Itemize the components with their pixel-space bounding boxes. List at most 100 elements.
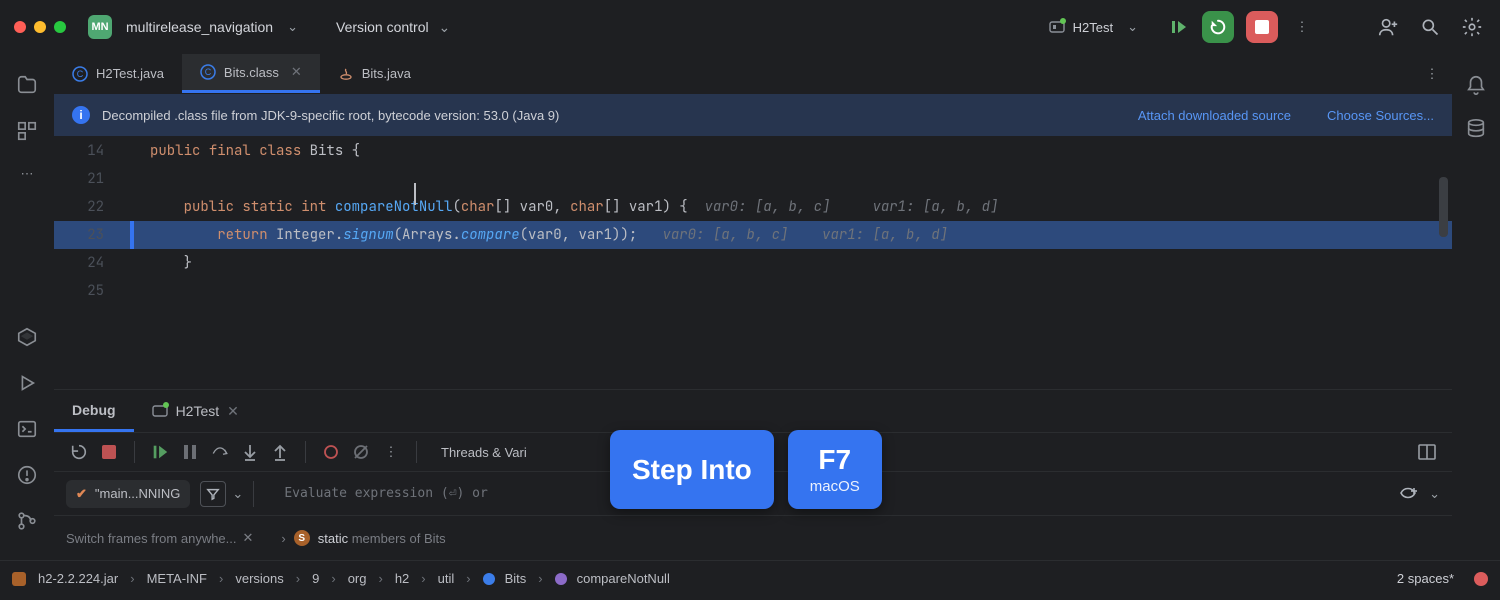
layout-icon[interactable]: [1418, 443, 1436, 461]
decompiled-notice-banner: i Decompiled .class file from JDK-9-spec…: [54, 94, 1452, 137]
close-icon[interactable]: ✕: [227, 403, 239, 420]
run-config-icon: [152, 403, 168, 419]
debug-panel-title[interactable]: Debug: [54, 390, 134, 432]
resume-icon[interactable]: [151, 443, 169, 461]
editor-tabs: C H2Test.java C Bits.class ✕ Bits.java ⋮: [54, 54, 1452, 94]
breadcrumb[interactable]: org: [348, 571, 367, 586]
right-tool-rail: [1452, 54, 1500, 560]
step-into-icon[interactable]: [241, 443, 259, 461]
evaluate-expression-input[interactable]: Evaluate expression (⏎) or: [284, 486, 488, 501]
problems-tool-icon[interactable]: [16, 464, 38, 486]
chevron-right-icon: ›: [281, 531, 285, 546]
code-editor[interactable]: 14 public final class Bits { 21 22 publi…: [54, 137, 1452, 389]
mute-breakpoints-icon[interactable]: [352, 443, 370, 461]
structure-tool-icon[interactable]: [16, 120, 38, 142]
database-tool-icon[interactable]: [1465, 118, 1487, 140]
stop-icon[interactable]: [100, 443, 118, 461]
breadcrumb[interactable]: 9: [312, 571, 319, 586]
close-tab-icon[interactable]: ✕: [291, 64, 302, 80]
resume-program-icon[interactable]: [1162, 11, 1194, 43]
notifications-icon[interactable]: [1465, 74, 1487, 96]
chevron-down-icon: ⌄: [1127, 19, 1138, 35]
project-tool-icon[interactable]: [16, 74, 38, 96]
attach-source-link[interactable]: Attach downloaded source: [1138, 108, 1291, 123]
view-breakpoints-icon[interactable]: [322, 443, 340, 461]
tab-label: Bits.java: [362, 66, 411, 81]
indent-status[interactable]: 2 spaces*: [1397, 571, 1454, 586]
notice-text: Decompiled .class file from JDK-9-specif…: [102, 108, 559, 123]
close-icon[interactable]: ✕: [243, 530, 254, 546]
thread-name: "main...NNING: [95, 486, 181, 501]
tab-label: H2Test.java: [96, 66, 164, 81]
breadcrumb[interactable]: h2-2.2.224.jar: [38, 571, 118, 586]
line-number: 23: [54, 226, 104, 244]
rerun-button[interactable]: [1202, 11, 1234, 43]
tab-h2test-java[interactable]: C H2Test.java: [54, 54, 182, 93]
shortcut-os: macOS: [810, 478, 860, 495]
editor-tabs-more-icon[interactable]: ⋮: [1412, 54, 1452, 93]
breadcrumb[interactable]: util: [438, 571, 455, 586]
debug-frames-row: Switch frames from anywhe... ✕ › S stati…: [54, 516, 1452, 560]
more-actions-icon[interactable]: ⋮: [1286, 11, 1318, 43]
stop-button[interactable]: [1246, 11, 1278, 43]
step-out-icon[interactable]: [271, 443, 289, 461]
line-number: 24: [54, 254, 104, 272]
tab-bits-java[interactable]: Bits.java: [320, 54, 429, 93]
static-members-node[interactable]: › S static members of Bits: [281, 530, 445, 546]
run-config-name: H2Test: [1073, 20, 1113, 35]
chevron-down-icon[interactable]: ⌄: [287, 19, 298, 35]
close-window-icon[interactable]: [14, 21, 26, 33]
version-control-menu[interactable]: Version control ⌄: [336, 19, 456, 36]
static-badge-icon: S: [294, 530, 310, 546]
search-icon[interactable]: [1416, 11, 1444, 43]
chevron-down-icon[interactable]: ⌄: [232, 486, 243, 502]
switch-frames-hint: Switch frames from anywhe...: [66, 531, 237, 546]
tab-bits-class[interactable]: C Bits.class ✕: [182, 54, 320, 93]
more-tools-icon[interactable]: ⋯: [16, 166, 38, 188]
code-line: 24 }: [54, 249, 1452, 277]
rerun-icon[interactable]: [70, 443, 88, 461]
filter-icon[interactable]: [200, 481, 226, 507]
editor-scrollbar[interactable]: [1439, 177, 1448, 237]
debug-panel-tabs: Debug H2Test ✕: [54, 390, 1452, 432]
minimize-window-icon[interactable]: [34, 21, 46, 33]
choose-sources-link[interactable]: Choose Sources...: [1327, 108, 1434, 123]
project-name[interactable]: multirelease_navigation: [126, 19, 273, 35]
left-tool-rail: ⋯: [0, 54, 54, 560]
run-config-icon: [1049, 19, 1065, 35]
shortcut-key-tooltip: F7 macOS: [788, 430, 882, 509]
vcs-tool-icon[interactable]: [16, 510, 38, 532]
error-indicator-icon[interactable]: [1474, 572, 1488, 586]
chevron-down-icon[interactable]: ⌄: [1429, 486, 1440, 502]
titlebar-right-icons: [1374, 11, 1486, 43]
shortcut-tooltip: Step Into F7 macOS: [610, 430, 882, 509]
threads-variables-label[interactable]: Threads & Vari: [441, 445, 527, 460]
add-watch-icon[interactable]: [1399, 486, 1417, 502]
debug-session-label: H2Test: [176, 403, 220, 419]
settings-icon[interactable]: [1458, 11, 1486, 43]
window-traffic-lights: [14, 21, 66, 33]
breadcrumb[interactable]: META-INF: [147, 571, 207, 586]
svg-text:C: C: [205, 67, 212, 77]
titlebar: MN multirelease_navigation ⌄ Version con…: [0, 0, 1500, 54]
breadcrumb[interactable]: h2: [395, 571, 409, 586]
execution-point-marker: [130, 221, 134, 249]
run-tool-icon[interactable]: [16, 372, 38, 394]
step-over-icon[interactable]: [211, 443, 229, 461]
project-badge: MN: [88, 15, 112, 39]
code-line: 25: [54, 277, 1452, 305]
status-bar: h2-2.2.224.jar› META-INF› versions› 9› o…: [0, 560, 1500, 596]
breadcrumb[interactable]: Bits: [505, 571, 527, 586]
debug-session-tab[interactable]: H2Test ✕: [134, 390, 257, 432]
breadcrumb[interactable]: compareNotNull: [577, 571, 670, 586]
thread-selector[interactable]: ✔ "main...NNING: [66, 480, 190, 508]
pause-icon[interactable]: [181, 443, 199, 461]
terminal-tool-icon[interactable]: [16, 418, 38, 440]
tab-label: Bits.class: [224, 65, 279, 80]
breadcrumb[interactable]: versions: [235, 571, 283, 586]
maximize-window-icon[interactable]: [54, 21, 66, 33]
code-with-me-icon[interactable]: [1374, 11, 1402, 43]
more-icon[interactable]: ⋮: [382, 443, 400, 461]
run-config-selector[interactable]: H2Test ⌄: [1039, 15, 1154, 39]
services-tool-icon[interactable]: [16, 326, 38, 348]
